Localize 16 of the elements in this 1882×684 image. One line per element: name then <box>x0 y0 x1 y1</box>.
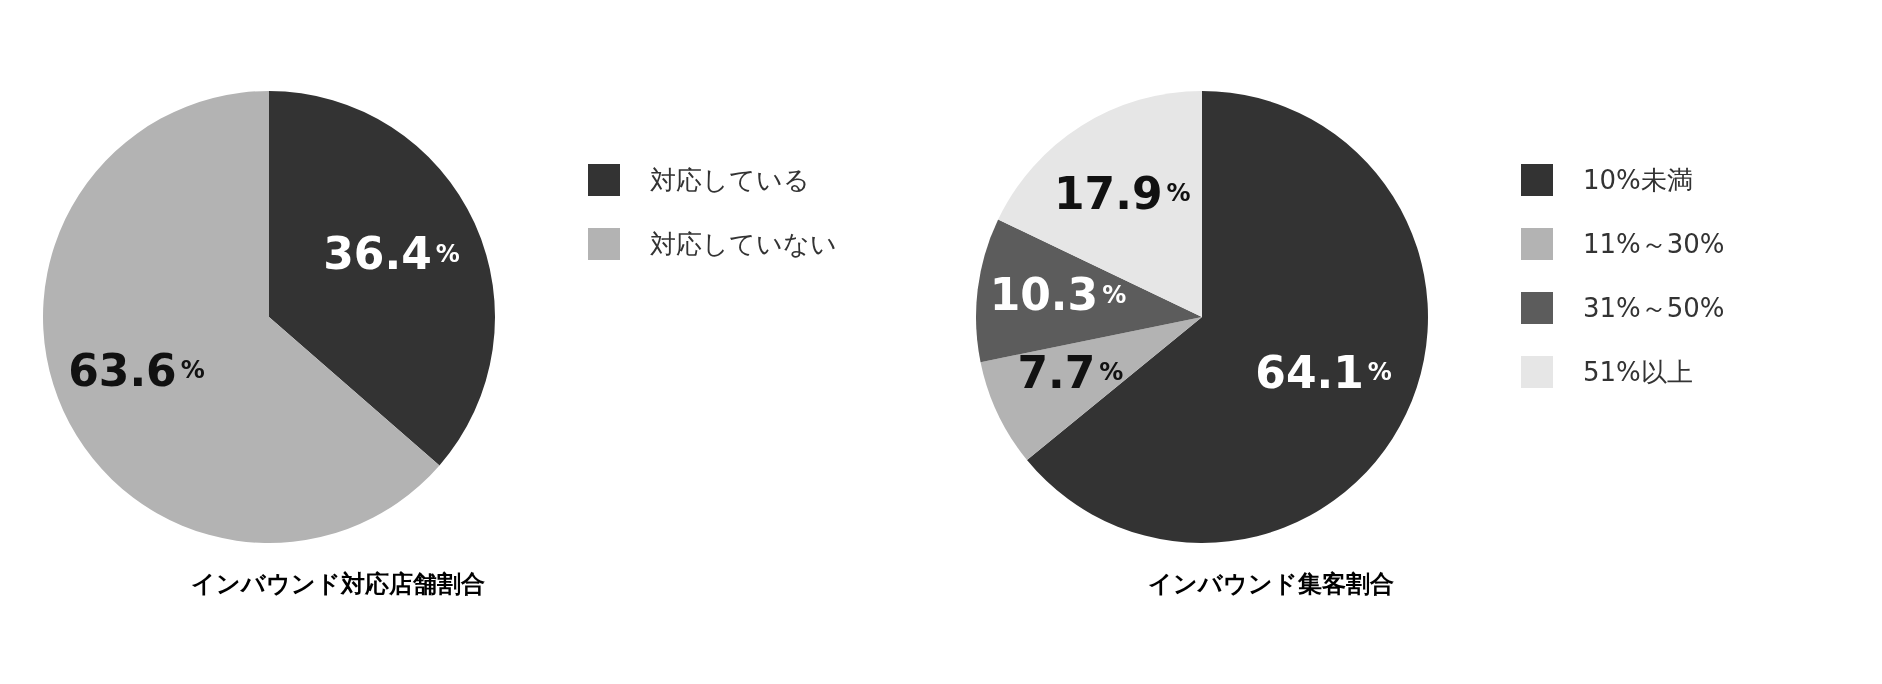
text: インバウンド集客割合 <box>1147 569 1395 600</box>
pie-slice <box>980 317 1202 460</box>
legend-label: 対応していない <box>650 227 837 261</box>
data-label: 7.7% <box>1017 346 1124 398</box>
legend-label: 31%～50% <box>1583 291 1725 325</box>
legend-label: 対応している <box>650 163 810 197</box>
text: インバウンド対応店舗割合 <box>190 569 486 600</box>
data-label: 36.4% <box>323 228 460 280</box>
legend-label: 10%未満 <box>1583 163 1693 197</box>
data-label: 10.3% <box>989 269 1127 321</box>
legend-label: 51%以上 <box>1583 355 1693 389</box>
data-label: 17.9% <box>1053 167 1191 219</box>
data-label: 64.1% <box>1255 346 1392 398</box>
legend-label: 11%～30% <box>1583 227 1725 261</box>
pie-slice <box>269 91 495 466</box>
data-label: 63.6% <box>68 344 205 396</box>
